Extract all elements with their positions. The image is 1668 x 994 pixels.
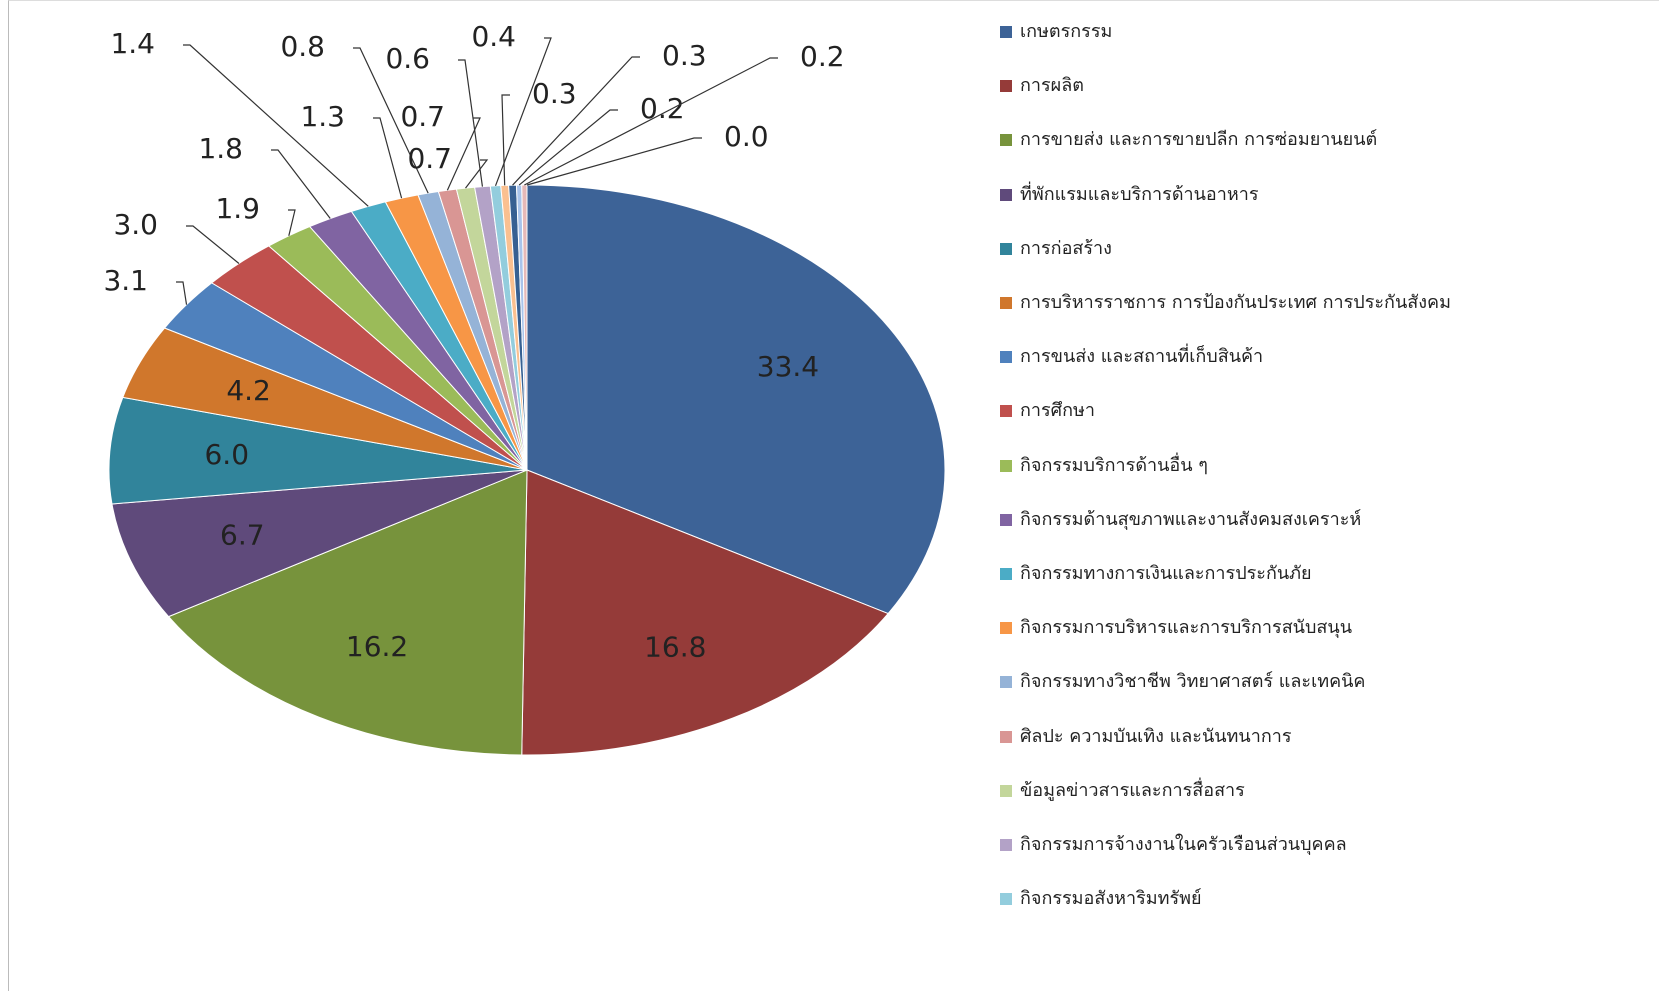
legend-swatch	[1000, 80, 1012, 93]
data-label: 3.0	[113, 208, 158, 241]
data-label: 0.0	[724, 120, 769, 153]
data-label: 0.7	[407, 142, 452, 175]
legend-label: กิจกรรมทางการเงินและการประกันภัย	[1020, 563, 1312, 584]
legend-label: กิจกรรมการจ้างงานในครัวเรือนส่วนบุคคล	[1020, 834, 1347, 855]
leader-line	[353, 47, 429, 194]
legend-swatch	[1000, 568, 1012, 580]
leader-line	[518, 109, 618, 186]
leader-line	[446, 117, 481, 191]
legend-swatch	[1000, 351, 1012, 364]
data-label: 16.2	[346, 630, 408, 663]
legend-item: การศึกษา	[1000, 398, 1480, 424]
legend-swatch	[1000, 676, 1012, 689]
data-label: 3.1	[103, 264, 148, 297]
legend-label: การศึกษา	[1020, 400, 1095, 422]
leader-line	[526, 137, 702, 186]
legend-swatch	[1000, 839, 1012, 851]
leader-line	[494, 37, 552, 187]
legend-item: กิจกรรมทางวิชาชีพ วิทยาศาสตร์ และเทคนิค	[1000, 669, 1480, 695]
legend-label: กิจกรรมอสังหาริมทรัพย์	[1020, 888, 1202, 910]
leader-line	[183, 44, 369, 207]
legend-label: กิจกรรมทางวิชาชีพ วิทยาศาสตร์ และเทคนิค	[1020, 671, 1366, 693]
pie-slice	[108, 396, 528, 505]
legend-label: เกษตรกรรม	[1020, 21, 1113, 42]
data-label: 0.7	[400, 100, 445, 133]
pie-slice	[167, 469, 528, 756]
legend-swatch	[1000, 405, 1012, 418]
legend-item: กิจกรรมด้านสุขภาพและงานสังคมสงเคราะห์	[1000, 507, 1480, 533]
legend-label: การผลิต	[1020, 75, 1084, 97]
pie-slice	[111, 469, 528, 618]
legend-swatch	[1000, 893, 1012, 906]
leader-line	[373, 117, 403, 199]
legend-label: กิจกรรมด้านสุขภาพและงานสังคมสงเคราะห์	[1020, 508, 1362, 530]
legend-label: กิจกรรมการบริหารและการบริการสนับสนุน	[1020, 617, 1353, 639]
legend-item: กิจกรรมการบริหารและการบริการสนับสนุน	[1000, 615, 1480, 641]
legend-item: การขนส่ง และสถานที่เก็บสินค้า	[1000, 344, 1480, 370]
data-label: 6.0	[204, 438, 249, 471]
legend-label: การบริหารราชการ การป้องกันประเทศ การประก…	[1020, 292, 1451, 313]
legend-item: ที่พักแรมและบริการด้านอาหาร	[1000, 182, 1480, 208]
legend-swatch	[1000, 134, 1012, 147]
legend-label: กิจกรรมบริการด้านอื่น ๆ	[1020, 454, 1208, 476]
legend-label: การก่อสร้าง	[1020, 237, 1112, 259]
leader-line	[512, 56, 640, 186]
data-label: 1.9	[215, 192, 260, 225]
legend-swatch	[1000, 459, 1012, 472]
legend-item: กิจกรรมการจ้างงานในครัวเรือนส่วนบุคคล	[1000, 832, 1480, 858]
legend-item: กิจกรรมบริการด้านอื่น ๆ	[1000, 453, 1480, 479]
data-label: 0.3	[532, 77, 577, 110]
legend-item: การผลิต	[1000, 73, 1480, 99]
legend-swatch	[1000, 784, 1012, 797]
legend-swatch	[1000, 297, 1012, 309]
leader-line	[465, 159, 489, 189]
legend-label: การขายส่ง และการขายปลีก การซ่อมยานยนต์	[1020, 129, 1378, 151]
leader-line	[288, 209, 296, 236]
legend-item: กิจกรรมทางการเงินและการประกันภัย	[1000, 561, 1480, 587]
legend-item: ข้อมูลข่าวสารและการสื่อสาร	[1000, 778, 1480, 804]
data-label: 33.4	[757, 350, 819, 383]
leader-line	[186, 225, 240, 264]
data-label: 1.3	[300, 100, 345, 133]
legend-item: การขายส่ง และการขายปลีก การซ่อมยานยนต์	[1000, 127, 1480, 153]
legend-swatch	[1000, 513, 1012, 526]
leader-line	[524, 57, 778, 186]
leader-line	[458, 59, 484, 187]
legend-label: การขนส่ง และสถานที่เก็บสินค้า	[1020, 346, 1264, 368]
legend-swatch	[1000, 622, 1012, 635]
legend-item: การก่อสร้าง	[1000, 236, 1480, 262]
legend-swatch	[1000, 26, 1012, 38]
legend-item: การบริหารราชการ การป้องกันประเทศ การประก…	[1000, 290, 1480, 316]
data-label: 1.8	[198, 132, 243, 165]
leader-line	[271, 149, 331, 219]
legend-swatch	[1000, 188, 1012, 201]
legend-item: เกษตรกรรม	[1000, 19, 1480, 45]
legend-item: กิจกรรมอสังหาริมทรัพย์	[1000, 886, 1480, 912]
legend-label: ที่พักแรมและบริการด้านอาหาร	[1020, 183, 1259, 205]
pie-slice	[521, 469, 889, 756]
legend-item: ศิลปะ ความบันเทิง และนันทนาการ	[1000, 724, 1480, 750]
data-label: 0.3	[662, 39, 707, 72]
data-label: 1.4	[110, 27, 155, 60]
data-label: 0.2	[800, 40, 845, 73]
data-label: 0.8	[280, 30, 325, 63]
data-label: 4.2	[226, 374, 271, 407]
pie-slice	[526, 184, 946, 615]
data-label: 0.2	[640, 92, 685, 125]
data-label: 16.8	[644, 631, 706, 664]
legend-label: ข้อมูลข่าวสารและการสื่อสาร	[1020, 779, 1245, 801]
data-label: 6.7	[220, 518, 265, 551]
legend-label: ศิลปะ ความบันเทิง และนันทนาการ	[1020, 725, 1292, 747]
data-label: 0.4	[471, 20, 516, 53]
legend-swatch	[1000, 242, 1012, 255]
chart-frame	[8, 0, 1659, 991]
leader-line	[501, 94, 510, 186]
leader-line	[176, 281, 188, 305]
data-label: 0.6	[385, 42, 430, 75]
legend-swatch	[1000, 730, 1012, 743]
